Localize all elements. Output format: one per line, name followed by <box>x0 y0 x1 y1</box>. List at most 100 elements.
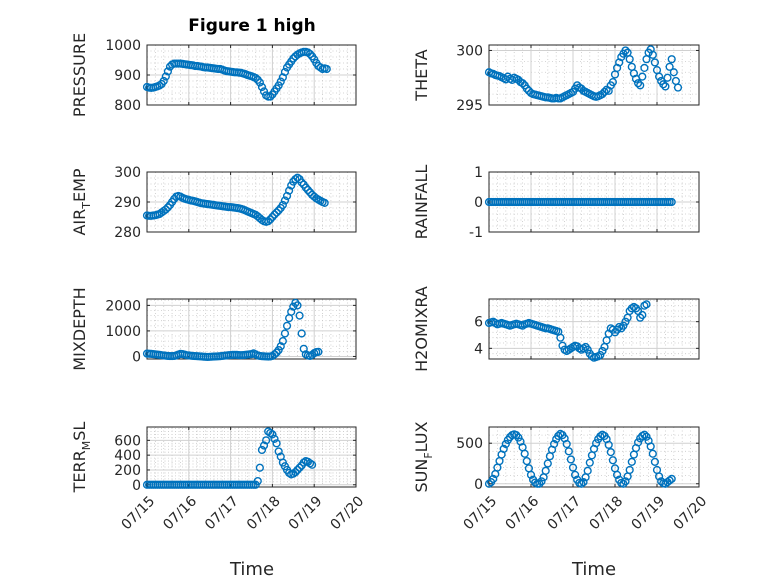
x-axis-label-left: Time <box>229 559 274 580</box>
axes-box <box>488 426 700 488</box>
data-point <box>276 77 285 86</box>
y-axis-label: PRESSURE <box>70 33 89 117</box>
y-axis-label-main: RAINFALL <box>412 165 431 240</box>
data-point <box>633 438 643 447</box>
data-point <box>669 68 678 77</box>
x-tick-label: 07/18 <box>586 493 626 533</box>
y-axis-label: RAINFALL <box>412 165 431 240</box>
data-point <box>537 477 546 486</box>
y-tick-label: 800 <box>114 98 141 114</box>
data-point <box>522 456 531 466</box>
y-tick-label: 290 <box>114 195 141 211</box>
data-point <box>255 463 264 472</box>
data-point <box>268 212 277 222</box>
y-axis-label-subscript: T <box>80 202 93 210</box>
data-point <box>654 72 664 81</box>
data-point <box>585 458 594 467</box>
data-point <box>297 329 306 338</box>
data-point <box>293 301 302 310</box>
data-point <box>608 77 618 87</box>
y-axis-label-main: SUN <box>412 459 431 493</box>
subplot-rainfall: -1 0 1 RAINFALL <box>412 165 700 241</box>
subplot-sun-flux: 0 500 SUNFLUX 07/15 07/16 07/17 07/18 07/19 07/2… <box>412 421 710 533</box>
y-tick-label: -1 <box>469 225 483 241</box>
data-point <box>667 474 676 483</box>
data-point <box>566 455 576 464</box>
data-point <box>625 55 634 64</box>
data-point <box>272 439 281 448</box>
data-point <box>322 64 331 74</box>
y-tick-label: 6 <box>474 315 483 331</box>
x-tick-label: 07/16 <box>160 493 200 533</box>
subplot-air-temp: 280 290 300 AIRTEMP <box>70 165 357 241</box>
data-point <box>598 89 607 99</box>
data-point <box>280 196 290 205</box>
y-tick-label: 1000 <box>105 38 141 54</box>
data-point <box>650 457 660 466</box>
y-axis-label-main: MIXDEPTH <box>70 287 89 370</box>
data-point <box>159 76 168 86</box>
data-point <box>667 197 676 207</box>
data-point <box>293 465 302 475</box>
subplot-pressure: 800 900 1000 PRESSURE <box>70 33 357 117</box>
data-point <box>287 181 296 190</box>
data-point <box>600 87 609 97</box>
y-tick-label: 0 <box>474 195 483 211</box>
y-axis-label-tail: EMP <box>70 168 89 202</box>
data-point <box>627 457 636 466</box>
x-tick-label: 07/15 <box>118 493 158 533</box>
y-tick-label: 295 <box>456 98 483 114</box>
x-tick-label: 07/19 <box>286 493 326 533</box>
figure-title: Figure 1 high <box>188 16 316 36</box>
y-axis-label: MIXDEPTH <box>70 287 89 370</box>
data-point <box>562 439 571 449</box>
data-point <box>638 310 647 320</box>
subplot-theta: 295 300 THETA <box>412 43 700 114</box>
y-tick-label: 1 <box>474 165 483 181</box>
data-point <box>266 215 275 224</box>
data-point <box>606 448 615 457</box>
data-point <box>564 447 573 456</box>
y-axis-label: THETA <box>412 49 431 101</box>
y-axis-label: SUNFLUX <box>412 421 435 492</box>
data-point <box>295 463 304 472</box>
data-point <box>259 87 269 96</box>
data-point <box>308 460 317 469</box>
data-point <box>636 81 645 90</box>
data-point <box>619 479 628 488</box>
data-point <box>270 210 279 219</box>
y-axis-label-main: PRESSURE <box>70 33 89 117</box>
y-axis-label-subscript: M <box>80 441 93 451</box>
data-point <box>320 198 329 208</box>
y-tick-label: 4 <box>474 341 483 357</box>
data-point <box>305 459 315 468</box>
y-axis-label-main: TERR <box>70 450 89 493</box>
data-point <box>642 432 651 441</box>
y-tick-label: 2000 <box>105 298 141 314</box>
data-point <box>535 479 544 488</box>
plot-area <box>489 45 699 105</box>
x-tick-label: 07/17 <box>202 493 242 533</box>
data-point <box>608 456 618 465</box>
data-point <box>654 472 664 481</box>
data-point <box>259 441 269 450</box>
data-point <box>522 84 531 93</box>
data-point <box>291 468 300 477</box>
data-point <box>673 83 683 92</box>
data-point <box>650 58 660 67</box>
data-point <box>661 82 670 91</box>
y-axis-label: AIRTEMP <box>70 168 93 235</box>
x-axis-label-right: Time <box>571 559 616 580</box>
data-point <box>549 439 559 449</box>
data-point <box>270 350 279 359</box>
y-tick-label: 280 <box>114 225 141 241</box>
x-tick-label: 07/20 <box>327 493 367 533</box>
y-tick-label: 1000 <box>105 324 141 340</box>
data-point <box>640 63 649 73</box>
subplot-h2omixra: 4 6 H2OMIXRA <box>412 286 700 372</box>
data-point <box>262 436 271 445</box>
y-axis-label-main: THETA <box>412 49 431 101</box>
data-point <box>295 311 304 320</box>
